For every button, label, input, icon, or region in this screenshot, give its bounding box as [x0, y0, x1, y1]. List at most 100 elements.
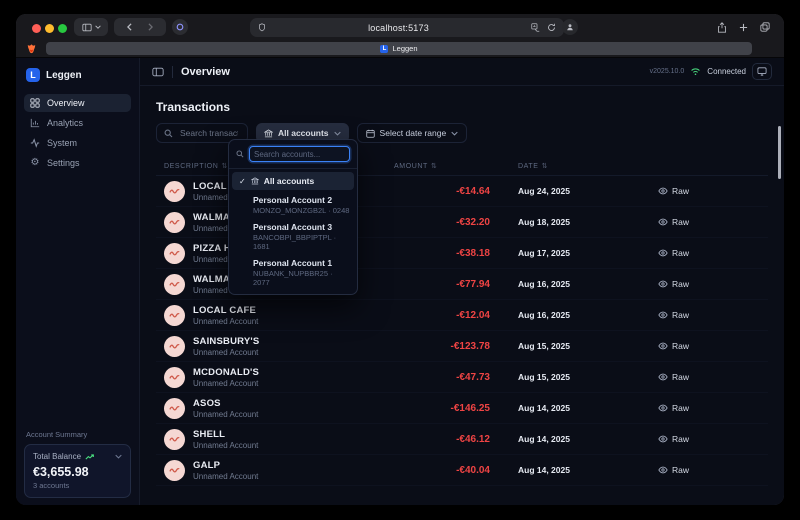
leggen-app: L Leggen Overview Analytics System ⚙	[16, 58, 784, 505]
profile-icon[interactable]	[562, 19, 578, 35]
transactions-table: DESCRIPTION ⇅ AMOUNT ⇅ DATE ⇅	[156, 157, 768, 486]
transaction-description: PIZZA HUT	[193, 242, 245, 254]
raw-button-label: Raw	[672, 465, 690, 475]
search-accounts-input[interactable]	[249, 146, 350, 162]
transaction-account: Unnamed Account	[193, 409, 259, 419]
date-range-button[interactable]: Select date range	[356, 123, 468, 143]
sidebar-item-system[interactable]: System	[24, 134, 131, 152]
accounts-filter-button[interactable]: All accounts	[256, 123, 349, 143]
table-row: SAINSBURY'S Unnamed Account -€123.78 Aug…	[156, 331, 768, 362]
account-summary-card: Total Balance €3,655.98 3 accounts	[24, 444, 131, 498]
shield-icon[interactable]	[258, 23, 266, 32]
raw-button-label: Raw	[672, 279, 690, 289]
raw-button[interactable]: Raw	[654, 432, 693, 446]
display-mode-button[interactable]	[752, 63, 772, 80]
dropdown-option-all-accounts[interactable]: ✓ All accounts	[232, 172, 354, 190]
reload-icon[interactable]	[547, 23, 556, 32]
trend-up-icon	[85, 453, 95, 461]
share-icon[interactable]	[717, 21, 727, 33]
dropdown-options: Personal Account 2 MONZO_MONZGB2L · 0248…	[229, 192, 357, 294]
account-name: Personal Account 3	[253, 222, 333, 232]
transaction-description: MCDONALD'S	[193, 366, 260, 378]
account-name: Personal Account 1	[253, 258, 333, 268]
close-button[interactable]	[32, 24, 41, 33]
transaction-account: Unnamed Account	[193, 347, 259, 357]
version-text: v2025.10.0	[649, 68, 685, 75]
dropdown-option[interactable]: Personal Account 3 BANCOBPI_BBPIPTPL · 1…	[229, 219, 357, 255]
transaction-description: WALMART	[193, 273, 243, 285]
page-title: Overview	[181, 65, 230, 78]
column-header-description[interactable]: DESCRIPTION ⇅	[164, 162, 228, 171]
account-code: NUBANK_NUPBBR25 · 2077	[253, 269, 333, 287]
scrollbar-thumb[interactable]	[778, 126, 781, 179]
pinned-tab-icon[interactable]	[26, 43, 37, 54]
url-text[interactable]: localhost:5173	[368, 22, 429, 33]
transaction-amount: -€146.25	[450, 402, 490, 414]
forward-icon[interactable]	[147, 23, 154, 31]
transaction-amount: -€32.20	[456, 216, 490, 228]
sidebar-item-settings[interactable]: ⚙ Settings	[24, 154, 131, 172]
search-icon	[236, 150, 244, 158]
transaction-description: ASOS	[193, 397, 221, 409]
tab-overview-icon[interactable]	[760, 22, 770, 32]
toolbar-sidebar-toggle[interactable]	[74, 18, 108, 36]
sidebar-item-overview[interactable]: Overview	[24, 94, 131, 112]
transactions-section: Transactions All accounts Select date ra…	[140, 86, 784, 505]
back-icon[interactable]	[126, 23, 133, 31]
address-bar[interactable]: localhost:5173	[250, 18, 564, 37]
table-body: LOCAL CAFE Unnamed Account -€14.64 Aug 2…	[156, 176, 768, 486]
raw-button[interactable]: Raw	[654, 339, 693, 353]
minimize-button[interactable]	[45, 24, 54, 33]
active-tab[interactable]: L Leggen	[46, 42, 752, 55]
merchant-avatar	[164, 459, 185, 481]
transaction-date: Aug 15, 2025	[518, 341, 570, 351]
fullscreen-button[interactable]	[58, 24, 67, 33]
transaction-description: LOCAL CAFE	[193, 304, 257, 316]
sidebar-item-label: System	[47, 138, 78, 148]
merchant-avatar	[164, 428, 185, 450]
raw-button[interactable]: Raw	[654, 277, 693, 291]
raw-button-label: Raw	[672, 248, 690, 258]
merchant-avatar	[164, 397, 185, 419]
table-row: PIZZA HUT Unnamed Account -€38.18 Aug 17…	[156, 238, 768, 269]
sort-icon: ⇅	[541, 163, 549, 170]
raw-button-label: Raw	[672, 434, 690, 444]
connection-status: Connected	[707, 67, 746, 76]
extension-icon[interactable]	[172, 19, 188, 35]
table-row: MCDONALD'S Unnamed Account -€47.73 Aug 1…	[156, 362, 768, 393]
sidebar-item-label: Analytics	[47, 118, 84, 128]
transactions-search[interactable]	[156, 123, 248, 143]
transaction-date: Aug 14, 2025	[518, 434, 570, 444]
transaction-account: Unnamed Account	[193, 254, 259, 264]
transaction-amount: -€14.64	[456, 185, 490, 197]
new-tab-icon[interactable]	[739, 23, 748, 32]
raw-button[interactable]: Raw	[654, 401, 693, 415]
eye-icon	[658, 218, 668, 226]
browser-window: localhost:5173 L Leggen L Leggen	[16, 14, 784, 505]
raw-button[interactable]: Raw	[654, 215, 693, 229]
column-header-date[interactable]: DATE ⇅	[518, 162, 549, 171]
account-code: MONZO_MONZGB2L · 0248	[253, 206, 350, 215]
dropdown-option[interactable]: Personal Account 2 MONZO_MONZGB2L · 0248	[229, 192, 357, 219]
eye-icon	[658, 342, 668, 350]
sidebar-item-label: Overview	[47, 98, 85, 108]
raw-button[interactable]: Raw	[654, 370, 693, 384]
transaction-description: LOCAL CAFE	[193, 180, 257, 192]
transaction-date: Aug 16, 2025	[518, 310, 570, 320]
raw-button[interactable]: Raw	[654, 184, 693, 198]
panel-toggle-icon[interactable]	[152, 67, 164, 77]
eye-icon	[658, 187, 668, 195]
column-header-amount[interactable]: AMOUNT ⇅	[394, 162, 438, 171]
dropdown-option[interactable]: Personal Account 1 NUBANK_NUPBBR25 · 207…	[229, 255, 357, 291]
nav-buttons	[114, 18, 166, 36]
merchant-avatar	[164, 242, 185, 264]
sidebar-item-analytics[interactable]: Analytics	[24, 114, 131, 132]
chevron-down-icon[interactable]	[115, 454, 122, 459]
raw-button[interactable]: Raw	[654, 463, 693, 477]
merchant-avatar	[164, 304, 185, 326]
raw-button[interactable]: Raw	[654, 246, 693, 260]
search-transactions-input[interactable]	[178, 127, 240, 139]
raw-button[interactable]: Raw	[654, 308, 693, 322]
browser-toolbar: localhost:5173	[16, 14, 784, 41]
translate-icon[interactable]	[531, 23, 540, 32]
